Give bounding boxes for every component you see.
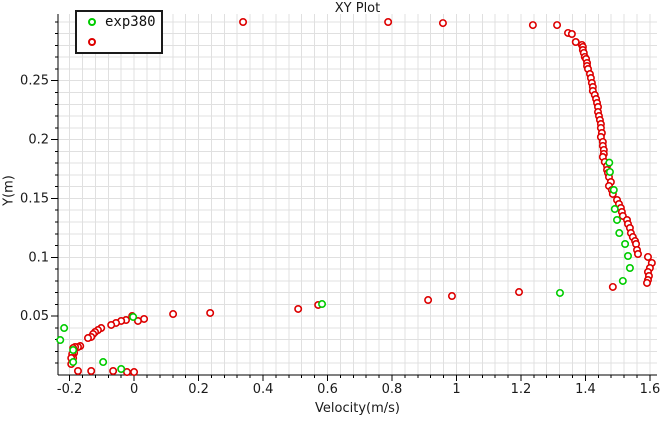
data-point	[73, 366, 82, 375]
x-tick-label: 0.4	[253, 382, 274, 397]
data-point	[239, 18, 248, 27]
data-point	[133, 316, 142, 325]
data-point	[169, 310, 178, 319]
data-point	[424, 296, 433, 305]
legend-entry-exp380: exp380	[77, 13, 161, 31]
x-tick-label: 0	[130, 382, 138, 397]
data-point	[555, 288, 564, 297]
data-point	[109, 366, 118, 375]
data-point	[206, 308, 215, 317]
data-point	[117, 364, 126, 373]
data-point	[318, 300, 327, 309]
legend-entry-simulation	[77, 33, 161, 51]
x-tick-label: 0.8	[382, 382, 403, 397]
y-tick-label: 0.2	[28, 133, 49, 148]
y-tick-label: 0.15	[20, 191, 49, 206]
data-point	[621, 239, 630, 248]
data-point	[643, 278, 652, 287]
legend-entry-label: exp380	[105, 14, 156, 31]
data-point	[447, 292, 456, 301]
data-point	[567, 30, 576, 39]
data-point	[625, 264, 634, 273]
data-point	[623, 252, 632, 261]
data-point	[605, 167, 614, 176]
series-exp380	[56, 158, 634, 373]
axes	[51, 14, 657, 381]
data-point	[610, 205, 619, 214]
series-simulation	[67, 18, 656, 377]
data-point	[643, 252, 652, 261]
data-point	[438, 19, 447, 28]
data-point	[129, 312, 138, 321]
data-point	[605, 158, 614, 167]
grid	[58, 14, 657, 375]
data-point	[608, 282, 617, 291]
chart-title: XY Plot	[334, 1, 381, 16]
y-tick-label: 0.1	[28, 250, 49, 265]
data-point	[69, 358, 78, 367]
x-axis-label: Velocity(m/s)	[315, 401, 400, 416]
data-point	[571, 38, 580, 47]
data-point	[633, 249, 642, 258]
y-axis-label: Y(m)	[1, 175, 17, 206]
data-point	[515, 288, 524, 297]
data-point	[609, 185, 618, 194]
data-point	[56, 336, 65, 345]
x-tick-label: 1.6	[640, 382, 661, 397]
x-tick-label: 1.4	[575, 382, 596, 397]
data-point	[60, 324, 69, 333]
data-point	[130, 368, 139, 377]
data-point	[99, 358, 108, 367]
data-point	[528, 21, 537, 30]
x-tick-label: 0.2	[188, 382, 209, 397]
exp380-marker-icon	[88, 18, 96, 27]
data-point	[615, 229, 624, 238]
data-point	[384, 18, 393, 27]
y-tick-label: 0.25	[20, 74, 49, 89]
data-point	[83, 334, 92, 343]
x-tick-label: 1.2	[511, 382, 532, 397]
y-tick-label: 0.05	[20, 309, 49, 324]
x-tick-label: 1	[452, 382, 460, 397]
data-point	[294, 304, 303, 313]
legend: exp380	[75, 10, 163, 54]
data-point	[618, 276, 627, 285]
data-point	[69, 346, 78, 355]
data-point	[613, 215, 622, 224]
data-point	[107, 320, 116, 329]
x-tick-label: -0.2	[57, 382, 82, 397]
data-point	[87, 366, 96, 375]
x-tick-label: 0.6	[317, 382, 338, 397]
data-point	[553, 21, 562, 30]
simulation-marker-icon	[88, 37, 96, 46]
tick-labels: -0.2 0 0.2 0.4 0.6 0.8 1 1.2 1.4 1.6 0.05 0.1 0.15 0.…	[20, 74, 660, 397]
